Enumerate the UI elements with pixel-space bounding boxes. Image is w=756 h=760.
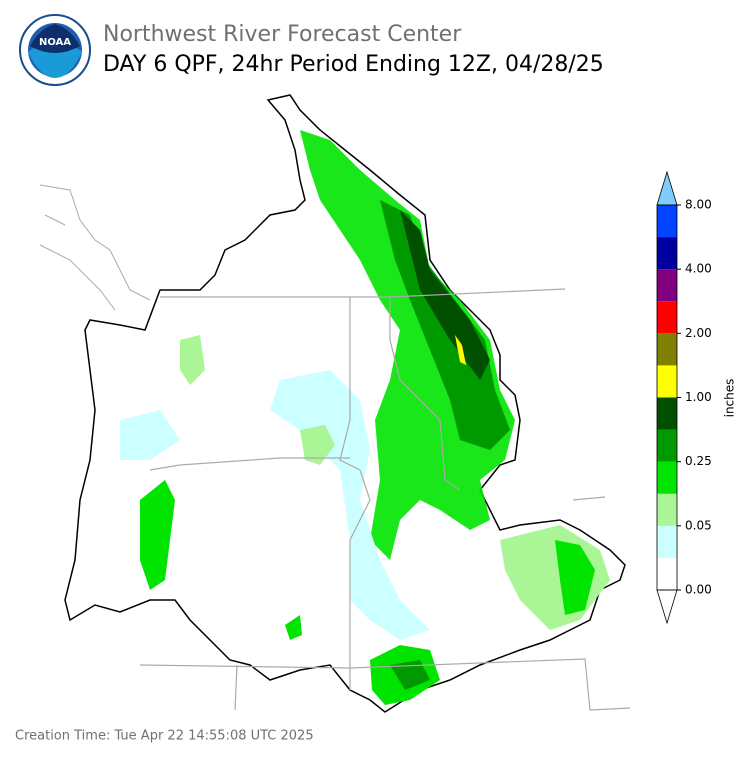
colorbar-tick-label: 8.00 [685, 198, 712, 212]
colorbar-tick-label: 2.00 [685, 326, 712, 340]
colorbar-bin [657, 493, 677, 526]
colorbar-tick-label: 4.00 [685, 262, 712, 276]
colorbar-bin [657, 429, 677, 462]
organization: Northwest River Forecast Center [103, 22, 462, 47]
colorbar: 0.00 0.05 0.25 1.00 2.00 4.00 8.00 [656, 170, 712, 625]
colorbar-bin [657, 301, 677, 334]
title: DAY 6 QPF, 24hr Period Ending 12Z, 04/28… [103, 52, 604, 77]
colorbar-tick-label: 0.05 [685, 518, 712, 532]
colorbar-tick-label: 0.00 [685, 583, 712, 597]
colorbar-bin [657, 397, 677, 430]
colorbar-under [656, 589, 678, 625]
map [39, 94, 631, 713]
colorbar-bin [657, 557, 677, 590]
logo-text: NOAA [39, 37, 71, 48]
logo: NOAA [19, 14, 91, 86]
creation-time: Creation Time: Tue Apr 22 14:55:08 UTC 2… [15, 729, 314, 744]
colorbar-bin [657, 205, 677, 238]
colorbar-bin [657, 365, 677, 398]
colorbar-bin [657, 525, 677, 558]
colorbar-label: inches [723, 379, 737, 418]
colorbar-tick-label: 1.00 [685, 390, 712, 404]
colorbar-bin [657, 333, 677, 366]
colorbar-bin [657, 269, 677, 302]
colorbar-over [656, 170, 678, 206]
colorbar-bin [657, 237, 677, 270]
colorbar-bin [657, 461, 677, 494]
colorbar-tick-label: 0.25 [685, 454, 712, 468]
